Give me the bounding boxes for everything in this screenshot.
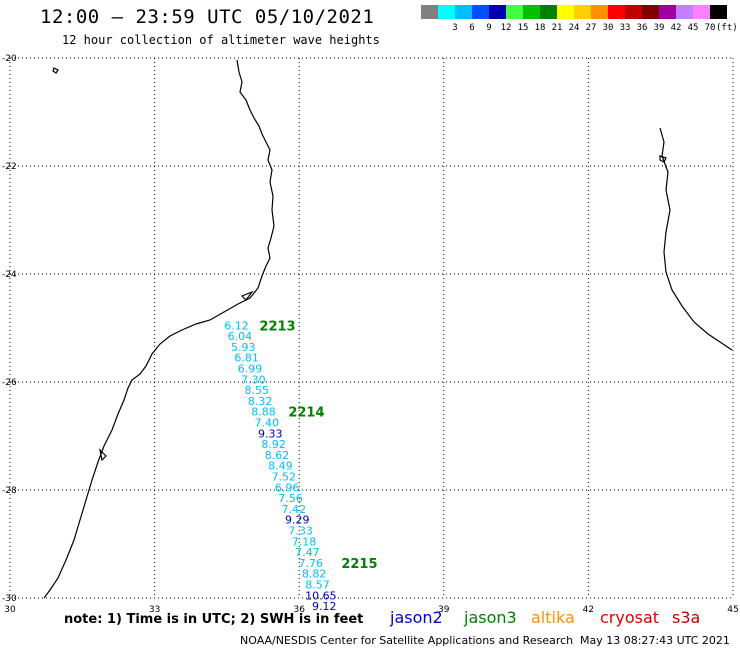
lat-tick-label: -26 [2,378,17,388]
wave-height-value: 10.65 [305,589,337,602]
satellite-legend-item: cryosat [600,608,660,627]
wave-height-value: 8.32 [248,395,273,408]
wave-height-value: 8.49 [268,460,293,473]
wave-height-value: 6.12 [224,319,249,332]
lat-tick-label: -24 [2,270,17,280]
legend-label: 21 [551,23,563,33]
legend-swatch [693,5,710,19]
legend-label: 42 [670,23,682,33]
legend-swatch [710,5,727,19]
map-subtitle: 12 hour collection of altimeter wave hei… [62,33,380,47]
legend-label: 36 [636,23,648,33]
wave-height-value: 9.33 [258,427,283,440]
coastal-inlet [240,290,254,301]
legend-swatch [472,5,489,19]
wave-height-value: 5.93 [231,341,256,354]
legend-label: 3 [452,23,458,33]
map-title: 12:00 – 23:59 UTC 05/10/2021 [40,6,375,28]
wave-height-value: 8.92 [261,438,286,451]
wave-height-value: 7.30 [241,373,266,386]
wave-height-value: 8.88 [251,406,276,419]
satellite-legend-item: jason2 [390,608,443,627]
wave-height-value: 7.18 [292,535,317,548]
pass-number-label: 2213 [259,319,295,334]
lon-tick-label: 39 [438,605,450,615]
lat-tick-label: -28 [2,486,17,496]
wave-height-value: 8.57 [305,579,330,592]
legend-swatch [506,5,523,19]
wave-height-value: 7.40 [255,417,280,430]
coastline [43,59,733,599]
legend-unit: (ft) [716,23,738,33]
lon-tick-label: 36 [293,605,305,615]
wave-height-values: 6.126.045.936.816.997.308.558.328.887.40… [224,319,336,613]
legend-swatch [642,5,659,19]
legend-swatch [557,5,574,19]
lon-tick-label: 42 [583,605,594,615]
legend-label: 70 [704,23,716,33]
pass-number-label: 2214 [288,406,324,421]
lon-tick-label: 33 [149,605,160,615]
footer-note: note: 1) Time is in UTC; 2) SWH is in fe… [64,612,364,627]
lat-tick-label: -30 [2,594,17,604]
wave-height-value: 7.33 [288,525,313,538]
island-marker [659,155,667,163]
legend-label: 6 [469,23,475,33]
track-labels: 2213 2214 2215 [259,319,377,572]
legend-label: 33 [619,23,631,33]
coastal-inlet [99,448,107,462]
wave-height-value: 6.81 [234,352,259,365]
satellite-legend-item: s3a [672,608,701,627]
lon-tick-label: 30 [4,605,16,615]
legend-swatch [591,5,608,19]
wave-height-value: 8.55 [245,384,270,397]
legend-swatch [421,5,438,19]
legend-label: 24 [568,23,580,33]
legend-swatch [574,5,591,19]
wave-height-value: 9.29 [285,514,310,527]
africa-coastline [43,59,275,599]
lat-tick-label: -22 [2,162,17,172]
satellite-legend-item: altika [531,608,575,627]
wave-height-value: 9.12 [312,600,337,613]
wave-height-value: 7.42 [282,503,307,516]
legend-label: 30 [602,23,614,33]
legend-label: 9 [486,23,492,33]
legend-swatch [659,5,676,19]
legend-swatch [676,5,693,19]
axis-labels: 30 33 36 39 42 45 -20 -22 -24 -26 -28 -30 [2,54,739,615]
legend-swatch [438,5,455,19]
legend-swatch [540,5,557,19]
legend-label: 45 [687,23,699,33]
madagascar-coastline [659,127,733,351]
legend-swatch [523,5,540,19]
legend-label: 39 [653,23,665,33]
wave-height-value: 6.04 [228,330,253,343]
satellite-legend-item: jason3 [464,608,517,627]
legend-swatch [489,5,506,19]
legend-label: 27 [585,23,597,33]
lat-lon-grid [9,57,734,599]
legend-swatch [625,5,642,19]
lon-tick-label: 45 [727,605,738,615]
legend-label: 12 [500,23,512,33]
pass-number-label: 2215 [341,557,377,572]
legend-swatch [455,5,472,19]
wave-height-value: 8.62 [265,449,290,462]
credit-text: NOAA/NESDIS Center for Satellite Applica… [240,634,574,647]
wave-height-value: 7.76 [299,557,324,570]
wave-height-value: 6.96 [275,481,300,494]
legend-swatch [608,5,625,19]
wave-height-value: 8.82 [302,568,327,581]
legend-label: 15 [517,23,529,33]
lat-tick-label: -20 [2,54,17,64]
wave-height-value: 7.52 [272,471,297,484]
wave-height-value: 7.47 [295,546,320,559]
wave-height-value: 7.56 [278,492,303,505]
island-marker [52,67,59,74]
generated-timestamp: May 13 08:27:43 UTC 2021 [580,634,730,647]
legend-label: 18 [534,23,546,33]
wave-height-value: 6.99 [238,363,263,376]
